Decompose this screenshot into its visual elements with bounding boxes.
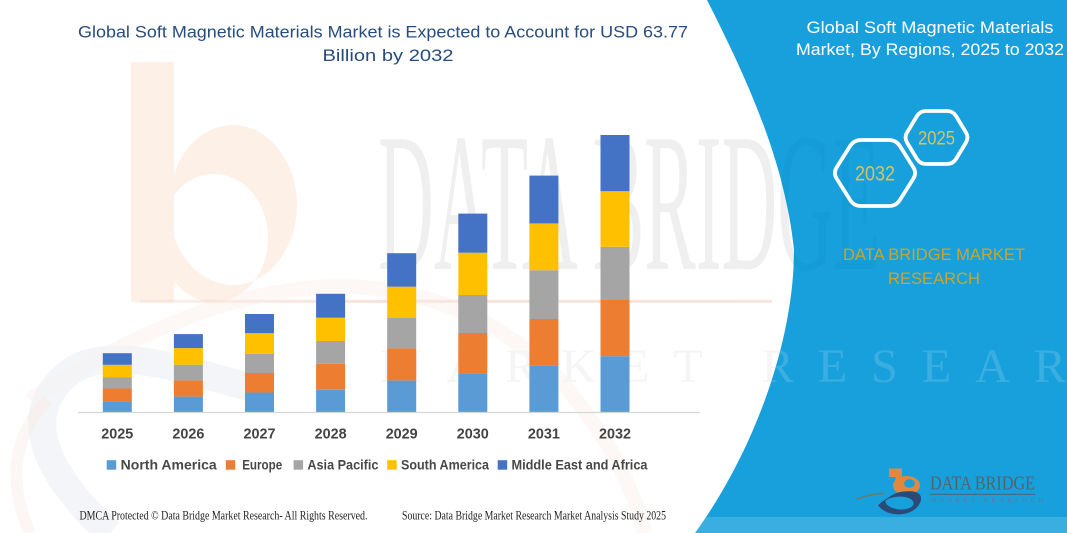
svg-text:Billion by 2032: Billion by 2032 (323, 47, 454, 65)
svg-text:MARKET RESEARCH: MARKET RESEARCH (931, 498, 1047, 505)
svg-text:2027: 2027 (244, 426, 276, 443)
svg-text:South America: South America (401, 456, 489, 472)
svg-text:2025: 2025 (101, 426, 133, 443)
svg-text:RESEARCH: RESEARCH (888, 270, 980, 288)
svg-text:Global Soft Magnetic Materials: Global Soft Magnetic Materials (807, 19, 1054, 37)
svg-text:2030: 2030 (457, 426, 489, 443)
svg-text:2026: 2026 (172, 426, 204, 443)
svg-text:2032: 2032 (855, 163, 895, 186)
svg-text:DATA BRIDGE: DATA BRIDGE (930, 473, 1035, 495)
svg-text:2028: 2028 (315, 426, 347, 443)
svg-text:2029: 2029 (386, 426, 418, 443)
svg-text:Europe: Europe (242, 456, 282, 472)
svg-text:2032: 2032 (599, 426, 631, 443)
svg-text:DMCA Protected © Data Bridge M: DMCA Protected © Data Bridge Market Rese… (80, 508, 368, 523)
svg-text:Source: Data Bridge Market Res: Source: Data Bridge Market Research Mark… (402, 508, 666, 523)
svg-text:North America: North America (121, 456, 217, 472)
svg-text:DATA BRIDGE MARKET: DATA BRIDGE MARKET (843, 246, 1025, 264)
svg-text:Middle East and Africa: Middle East and Africa (512, 456, 648, 472)
svg-text:Asia Pacific: Asia Pacific (307, 456, 378, 472)
svg-text:2031: 2031 (528, 426, 560, 443)
svg-text:2025: 2025 (918, 129, 955, 150)
svg-text:Market, By Regions, 2025 to 20: Market, By Regions, 2025 to 2032 (796, 41, 1064, 59)
svg-text:Global Soft Magnetic Materials: Global Soft Magnetic Materials Market is… (78, 24, 688, 42)
